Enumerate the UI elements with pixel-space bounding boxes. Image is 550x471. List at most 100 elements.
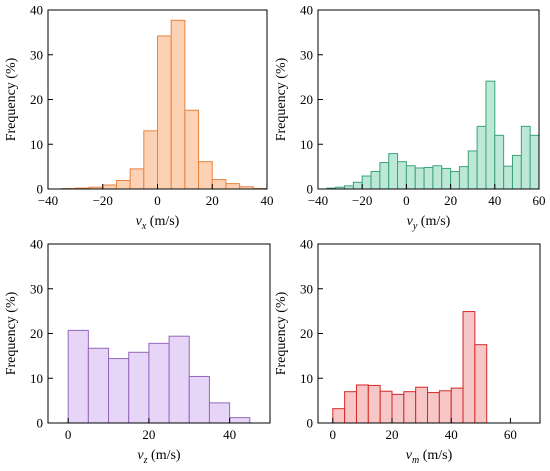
vy-ytick-label-4: 40 (300, 3, 313, 18)
vy-bar-22 (520, 125, 531, 190)
panel-vx: −40 −20 0 20 40 0 10 20 30 40 Frequency (%) vx (m/s… (4, 3, 274, 233)
vz-ylabel: Frequency (%) (4, 291, 19, 375)
vx-xlabel-sub: x (141, 221, 147, 232)
vz-bar-8 (229, 417, 251, 424)
vy-ytick-label-2: 20 (300, 92, 313, 107)
panel-vm: 0 20 40 60 0 10 20 30 40 Frequency (%) vm (m/s) (274, 237, 541, 466)
vx-xtick-label-0: −40 (38, 193, 58, 208)
vm-bar-8 (427, 392, 440, 424)
vz-xtick-label-1: 20 (142, 427, 155, 442)
vm-ytick-label-2: 20 (300, 326, 313, 341)
vy-ytick-label-0: 0 (307, 182, 314, 197)
vy-xtick-label-3: 20 (444, 193, 457, 208)
vy-bar-6 (379, 162, 390, 190)
vy-xtick-label-1: −20 (352, 193, 372, 208)
vz-bar-2 (108, 358, 130, 424)
vm-bar-1 (344, 391, 357, 424)
vy-bar-10 (414, 167, 425, 190)
vx-bar-12 (225, 183, 241, 190)
vy-bar-23 (529, 134, 540, 190)
vm-bar-2 (355, 384, 369, 424)
vy-bar-18 (485, 80, 496, 190)
vy-bar-14 (450, 171, 460, 190)
vz-xlabel-sub: z (143, 455, 148, 466)
vy-bar-4 (361, 175, 372, 190)
vy-ylabel: Frequency (%) (274, 57, 289, 141)
vm-ytick-label-3: 30 (300, 281, 313, 296)
vz-bar-3 (128, 351, 150, 424)
vz-bar-7 (208, 402, 231, 424)
vx-bar-4 (115, 180, 131, 190)
vm-bar-7 (415, 386, 429, 424)
vx-bar-5 (129, 168, 145, 190)
vm-bar-6 (403, 391, 417, 424)
vx-ytick-label-1: 10 (30, 137, 43, 152)
vx-bar-9 (184, 109, 200, 190)
vx-ytick-label-3: 30 (30, 47, 43, 62)
vy-xlabel-sub: y (412, 221, 418, 232)
panel-vz: 0 20 40 0 10 20 30 40 Frequency (%) vz (m/s) (4, 237, 271, 466)
vm-xtick-label-1: 20 (386, 427, 399, 442)
vz-bar-5 (168, 335, 190, 424)
vy-ytick-label-1: 10 (300, 137, 313, 152)
vx-xtick-label-1: −20 (93, 193, 113, 208)
vy-bar-21 (511, 154, 522, 190)
vy-bar-7 (388, 153, 399, 190)
vm-bar-11 (462, 311, 476, 424)
vz-xlabel-unit: (m/s) (148, 448, 181, 463)
vx-bar-8 (170, 19, 186, 190)
panel-vy: −40 −20 0 20 40 60 0 10 20 30 40 Frequency (%) vy (m… (274, 3, 546, 233)
vm-bar-10 (450, 387, 464, 424)
vz-ytick-label-1: 10 (30, 371, 43, 386)
vm-ytick-label-1: 10 (300, 371, 313, 386)
vz-xtick-label-0: 0 (65, 427, 72, 442)
vy-xtick-label-5: 60 (533, 193, 546, 208)
vx-xtick-label-2: 0 (154, 193, 161, 208)
vx-bar-11 (211, 179, 227, 190)
vy-bar-5 (370, 171, 381, 190)
vz-ytick-label-0: 0 (37, 416, 44, 431)
vy-xtick-label-2: 0 (403, 193, 410, 208)
vx-xtick-label-4: 40 (261, 193, 274, 208)
vz-bar-0 (67, 329, 89, 424)
vm-xtick-label-3: 60 (504, 427, 517, 442)
vz-bar-1 (87, 347, 110, 424)
vm-xlabel-sub: m (412, 455, 419, 466)
vx-xlabel-var: v (136, 214, 143, 229)
vm-ytick-label-4: 40 (300, 237, 313, 252)
vy-bar-9 (405, 165, 416, 190)
vy-bar-13 (441, 167, 452, 190)
vy-ytick-label-3: 30 (300, 47, 313, 62)
vz-xtick-label-2: 40 (223, 427, 236, 442)
vx-bar-10 (198, 161, 213, 190)
vy-bar-15 (458, 166, 469, 190)
vz-xlabel: vz (m/s) (137, 448, 181, 466)
vy-xlabel-unit: (m/s) (417, 214, 450, 229)
vx-bar-3 (102, 184, 117, 190)
vm-ylabel: Frequency (%) (274, 291, 289, 375)
vy-xlabel-var: v (407, 214, 414, 229)
vy-plot-frame (317, 9, 540, 190)
vy-bar-8 (397, 161, 407, 190)
vm-xlabel: vm (m/s) (406, 448, 453, 466)
vz-xlabel-var: v (137, 448, 144, 463)
vx-bar-6 (143, 130, 158, 190)
vm-bar-0 (332, 408, 346, 424)
vm-bar-5 (391, 393, 405, 424)
vm-bar-3 (367, 384, 381, 424)
vx-ytick-label-2: 20 (30, 92, 43, 107)
vy-xtick-label-4: 40 (488, 193, 501, 208)
vx-xlabel: vx (m/s) (136, 214, 180, 232)
vm-bar-9 (438, 390, 452, 424)
vm-bar-12 (474, 344, 488, 424)
vx-ytick-label-4: 40 (30, 3, 43, 18)
vy-bar-20 (503, 165, 513, 190)
vm-xtick-label-2: 40 (445, 427, 458, 442)
vz-ytick-label-2: 20 (30, 326, 43, 341)
vy-bar-16 (467, 150, 478, 190)
vm-bar-4 (379, 390, 393, 424)
vz-ytick-label-3: 30 (30, 281, 43, 296)
vy-bar-12 (432, 165, 443, 190)
vz-bar-6 (188, 375, 210, 424)
